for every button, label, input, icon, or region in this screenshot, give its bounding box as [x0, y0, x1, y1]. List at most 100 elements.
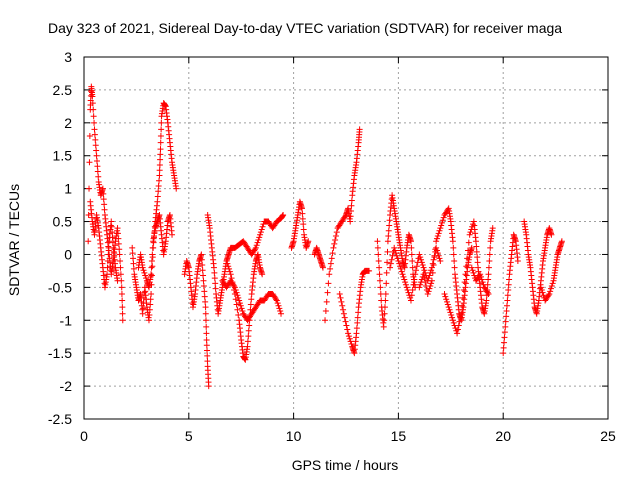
data-point: [332, 236, 339, 243]
data-point: [430, 261, 437, 268]
data-point: [382, 290, 389, 297]
plot-frame: [83, 56, 609, 420]
data-point: [398, 268, 405, 275]
tick-labels: 0 5 10 15 20 25 3 2.5 2 1.5 1 0.5 0 -0.5 -1 -1.5 -2 -2.5: [48, 49, 616, 444]
data-point: [157, 151, 164, 158]
data-point: [275, 302, 282, 309]
data-point: [384, 259, 391, 266]
data-point: [233, 301, 240, 308]
data-point: [248, 296, 255, 303]
data-point: [413, 263, 420, 270]
data-point: [247, 301, 254, 308]
data-point: [278, 310, 285, 317]
data-point: [342, 318, 349, 325]
data-point: [416, 251, 423, 258]
data-point: [155, 188, 162, 195]
data-point: [410, 281, 417, 288]
data-point: [333, 229, 340, 236]
data-point: [324, 289, 331, 296]
data-point: [489, 225, 496, 232]
data-point: [203, 323, 210, 330]
chart-title: Day 323 of 2021, Sidereal Day-to-day VTE…: [48, 20, 563, 36]
data-point: [116, 251, 123, 258]
data-point: [130, 265, 137, 272]
data-point: [505, 281, 512, 288]
data-point: [474, 254, 481, 261]
data-point: [252, 246, 259, 253]
data-point: [95, 173, 102, 180]
data-point: [109, 229, 116, 236]
data-point: [201, 293, 208, 300]
data-point: [276, 305, 283, 312]
data-point: [445, 304, 452, 311]
data-point: [401, 276, 408, 283]
data-point: [506, 276, 513, 283]
y-tick-label: -0.5: [48, 279, 72, 295]
y-tick-label: 2: [64, 115, 72, 131]
data-point: [547, 285, 554, 292]
data-point: [100, 196, 107, 203]
data-point: [327, 260, 334, 267]
data-point: [245, 327, 252, 334]
data-point: [119, 297, 126, 304]
data-point: [147, 296, 154, 303]
data-point: [376, 264, 383, 271]
data-point: [392, 247, 399, 254]
data-point: [149, 251, 156, 258]
data-point: [355, 309, 362, 316]
data-point: [158, 126, 165, 133]
data-point: [459, 294, 466, 301]
data-point: [198, 251, 205, 258]
x-tick-label: 25: [600, 428, 616, 444]
data-point: [202, 304, 209, 311]
x-tick-label: 20: [495, 428, 511, 444]
data-point: [329, 250, 336, 257]
data-point: [156, 167, 163, 174]
data-point: [104, 271, 111, 278]
data-point: [108, 223, 115, 230]
data-point: [300, 221, 307, 228]
data-point: [454, 330, 461, 337]
data-point: [428, 280, 435, 287]
data-point: [400, 273, 407, 280]
data-point: [247, 306, 254, 313]
data-point: [203, 337, 210, 344]
data-point: [332, 233, 339, 240]
data-point: [537, 284, 544, 291]
data-point: [117, 271, 124, 278]
data-point: [430, 256, 437, 263]
data-point: [381, 317, 388, 324]
data-point: [418, 276, 425, 283]
data-point: [239, 308, 246, 315]
data-point: [347, 213, 354, 220]
data-point: [449, 317, 456, 324]
data-point: [85, 238, 92, 245]
data-point: [446, 306, 453, 313]
data-point: [408, 244, 415, 251]
data-point: [154, 193, 161, 200]
data-point: [405, 289, 412, 296]
data-point: [94, 163, 101, 170]
data-point: [202, 298, 209, 305]
data-point: [338, 298, 345, 305]
data-point: [211, 275, 218, 282]
data-point: [377, 284, 384, 291]
data-point: [386, 217, 393, 224]
data-point: [149, 244, 156, 251]
data-point: [503, 302, 510, 309]
data-point: [381, 304, 388, 311]
data-point: [394, 255, 401, 262]
data-point: [348, 208, 355, 215]
data-point: [211, 269, 218, 276]
data-point: [235, 294, 242, 301]
y-axis-label: SDTVAR / TECUs: [6, 183, 22, 297]
data-point: [392, 250, 399, 257]
data-point: [418, 259, 425, 266]
data-point: [157, 146, 164, 153]
y-tick-label: -1: [60, 312, 73, 328]
data-point: [486, 251, 493, 258]
data-point: [343, 322, 350, 329]
data-point: [442, 293, 449, 300]
y-tick-label: -2: [60, 378, 73, 394]
data-point: [234, 292, 241, 299]
